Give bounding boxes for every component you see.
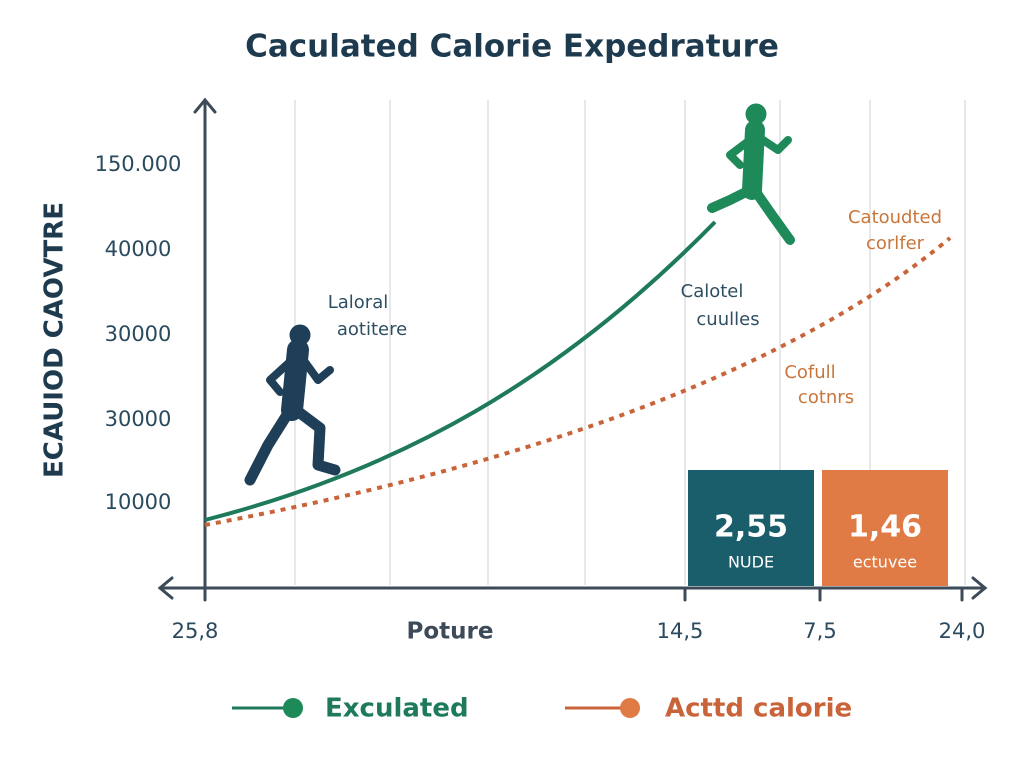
y-axis-label: ECAUIOD CAOVTRE [40, 202, 70, 478]
legend: Exculated Acttd calorie [232, 694, 852, 724]
runner-legs [707, 185, 795, 245]
runner-green [707, 103, 795, 245]
x-tick-label: 25,8 [172, 619, 219, 643]
runner-arms [266, 354, 334, 396]
title: Caculated Calorie Expedrature [245, 29, 779, 65]
y-tick-label: 150.000 [95, 152, 182, 176]
x-tick-label: 7,5 [803, 619, 836, 643]
annotation: cuulles [696, 309, 759, 330]
legend-label: Exculated [325, 694, 469, 724]
annotation: Laloral [328, 292, 389, 313]
x-arrow [971, 576, 988, 600]
legend-dot [620, 698, 640, 718]
runner-body [742, 120, 765, 200]
stat-box [688, 470, 814, 586]
annotation: Calotel [681, 281, 744, 302]
stat-value: 1,46 [848, 510, 922, 545]
y-tick-label: 10000 [105, 490, 172, 514]
green-curve [204, 220, 717, 522]
runner-arms [726, 134, 792, 169]
annotation: aotitere [337, 319, 407, 340]
legend-dot [283, 698, 303, 718]
runner-body [281, 339, 309, 421]
y-arrow [193, 97, 217, 114]
stat-value: 2,55 [714, 510, 788, 545]
x-tick-label: 24,0 [939, 619, 986, 643]
stat-caption: ectuvee [853, 553, 917, 572]
orange-curve [204, 236, 952, 527]
annotation: Cofull [784, 362, 835, 383]
annotation: Catoudted [848, 207, 942, 228]
runner-dark [244, 324, 341, 486]
legend-label: Acttd calorie [665, 694, 852, 724]
annotation: cotnrs [798, 387, 854, 408]
y-tick-label: 30000 [105, 322, 172, 346]
axes [157, 97, 988, 602]
annotation: corlfer [866, 233, 925, 254]
x-tick-label: 14,5 [657, 619, 704, 643]
grid [294, 100, 966, 585]
y-tick-label: 30000 [105, 407, 172, 431]
y-tick-label: 40000 [105, 237, 172, 261]
runner-legs [244, 404, 341, 486]
x-arrow [157, 576, 174, 600]
stat-box [822, 470, 948, 586]
stat-caption: NUDE [728, 553, 774, 572]
x-axis-label: Poture [407, 619, 494, 645]
